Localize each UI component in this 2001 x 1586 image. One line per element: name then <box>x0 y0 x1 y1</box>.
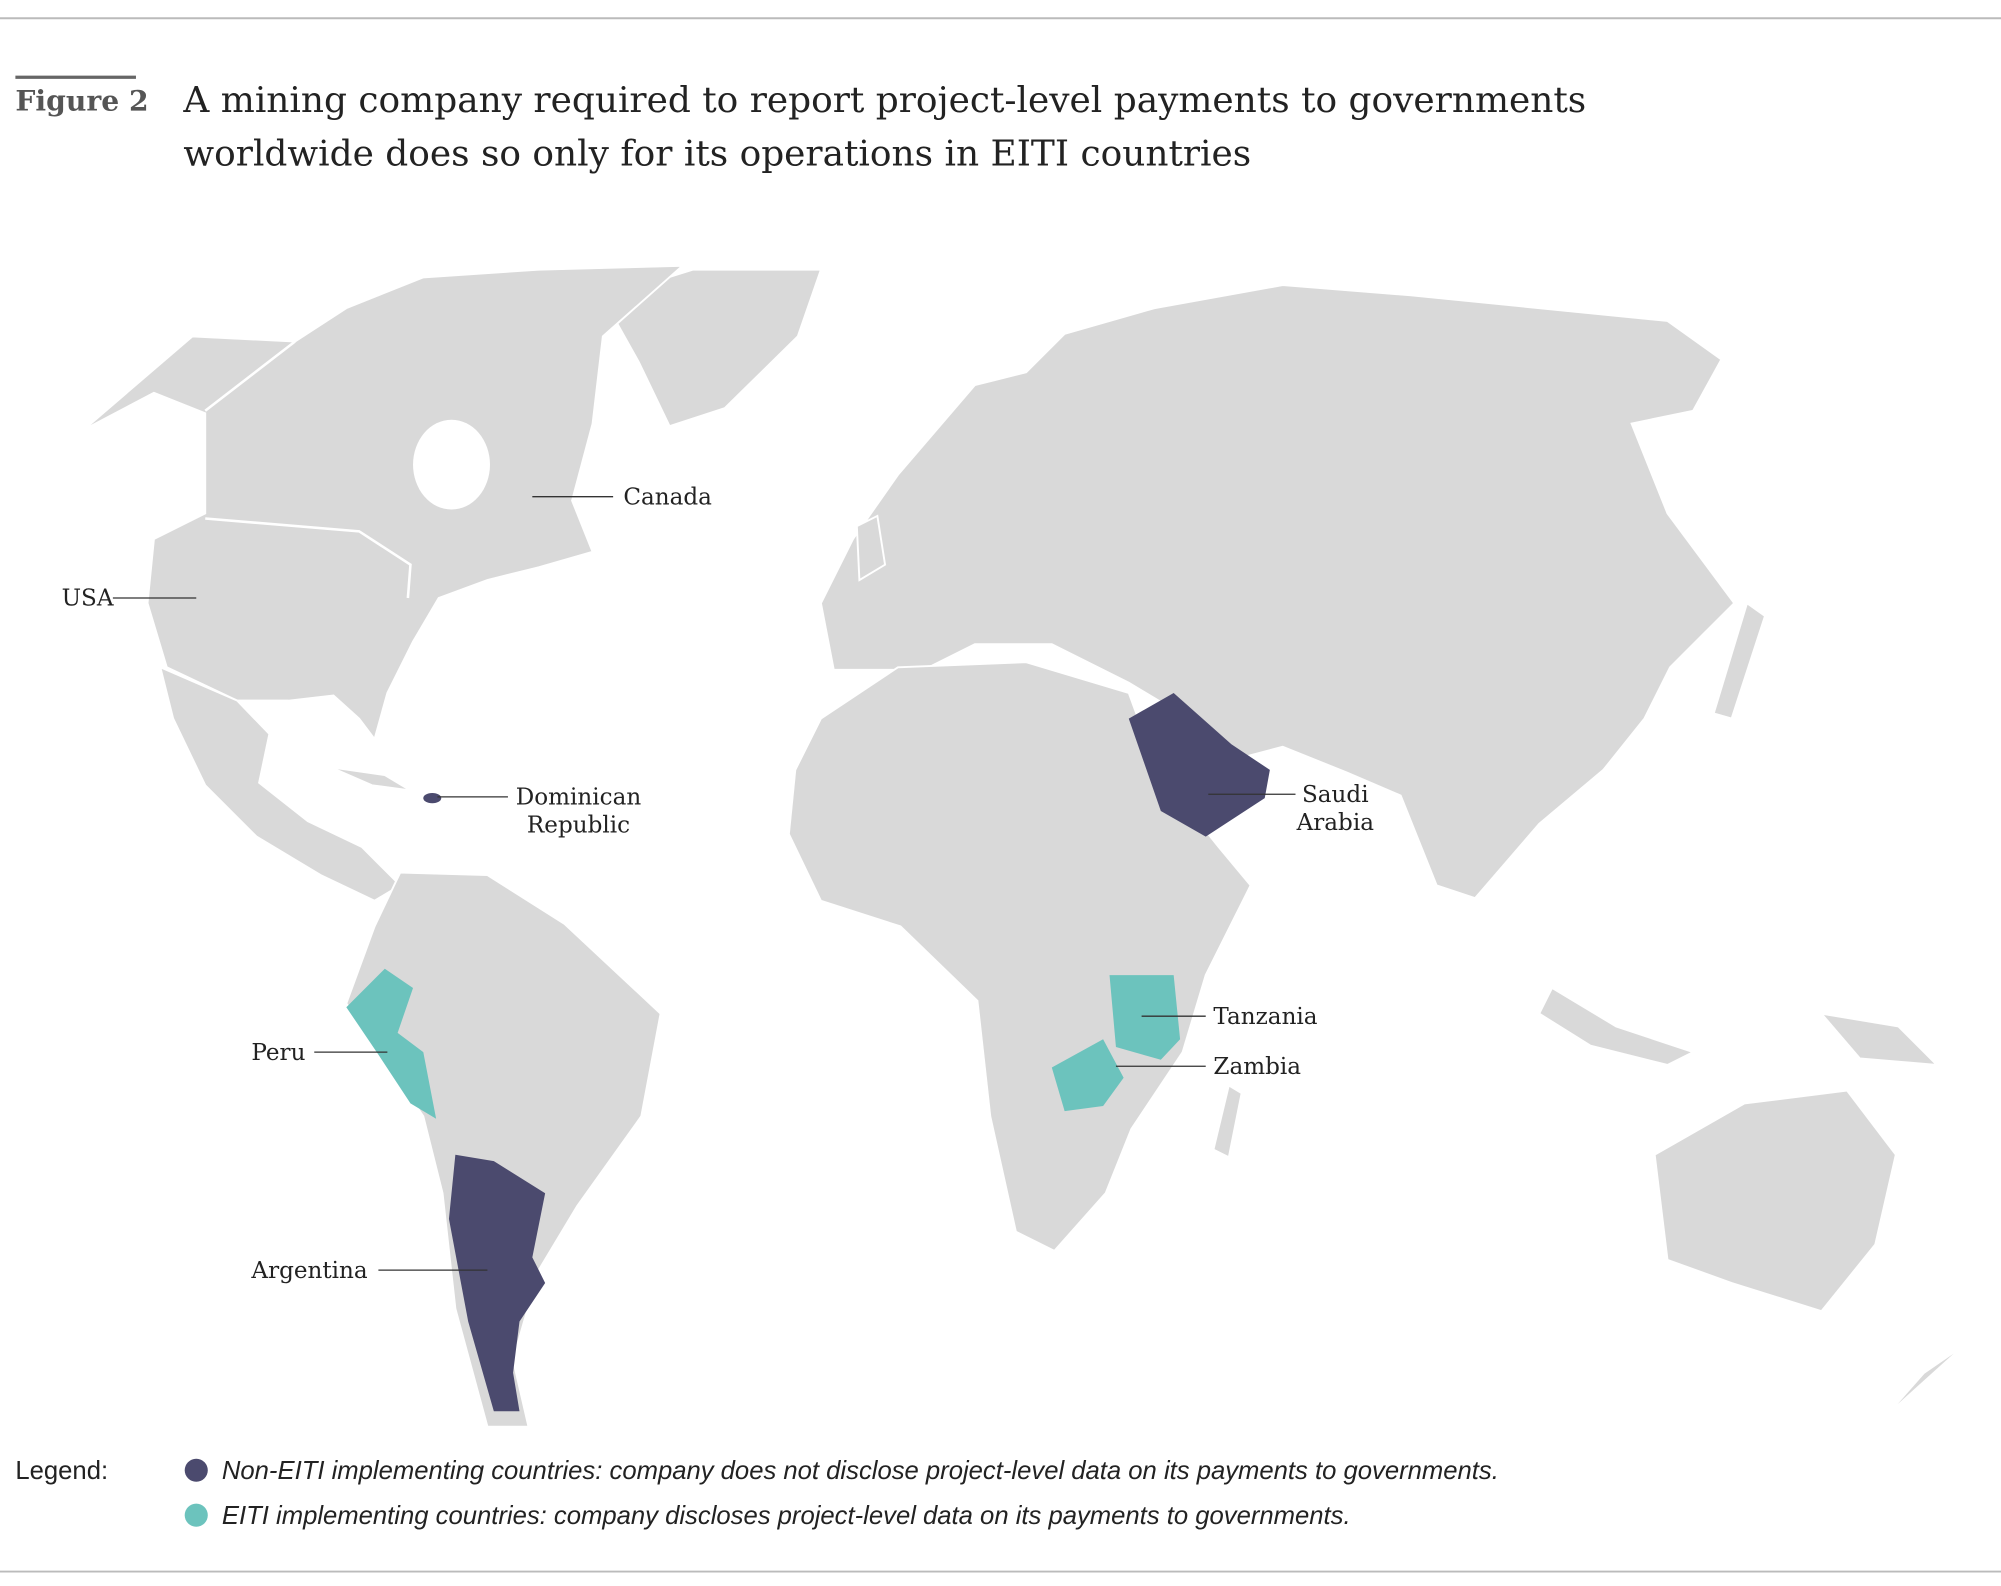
legend-text: EITI implementing countries: company dis… <box>222 1502 1351 1530</box>
greenland <box>601 268 823 428</box>
madagascar <box>1212 1083 1243 1159</box>
zambia <box>1051 1039 1124 1112</box>
country-label: USA <box>62 586 114 612</box>
new-guinea <box>1818 1012 1940 1067</box>
peru <box>346 968 437 1119</box>
saudi-arabia <box>1128 692 1270 837</box>
country-label: Tanzania <box>1213 1004 1317 1030</box>
legend-swatch <box>184 1458 208 1482</box>
country-label: Arabia <box>1296 810 1375 836</box>
australia <box>1653 1089 1897 1313</box>
border <box>204 340 296 412</box>
tanzania <box>1109 975 1181 1060</box>
world-map <box>82 264 1966 1428</box>
cuba <box>330 766 411 792</box>
hudson-bay <box>413 419 490 510</box>
country-label: Dominican <box>516 785 642 811</box>
africa <box>787 661 1252 1253</box>
new-zealand <box>1884 1343 1966 1418</box>
country-label: Saudi <box>1302 782 1369 808</box>
legend-swatch <box>184 1503 208 1527</box>
legend-title: Legend: <box>15 1457 108 1485</box>
dominican-republic <box>423 793 442 804</box>
title-line: A mining company required to report proj… <box>182 80 1586 121</box>
legend-text: Non-EITI implementing countries: company… <box>222 1457 1499 1485</box>
figure-label: Figure 2 <box>15 85 148 118</box>
eurasia <box>819 284 1736 900</box>
japan <box>1712 601 1767 720</box>
north-america <box>82 264 686 742</box>
country-label: Canada <box>623 484 712 510</box>
border <box>205 517 412 599</box>
legend: Non-EITI implementing countries: company… <box>184 1457 1499 1530</box>
country-label: Republic <box>527 813 630 839</box>
country-label: Argentina <box>250 1258 368 1284</box>
country-label: Zambia <box>1213 1054 1301 1080</box>
country-label: Peru <box>251 1040 305 1066</box>
uk <box>855 514 887 582</box>
title-line: worldwide does so only for its operation… <box>183 134 1251 175</box>
argentina <box>448 1154 546 1412</box>
indonesia <box>1537 986 1696 1066</box>
